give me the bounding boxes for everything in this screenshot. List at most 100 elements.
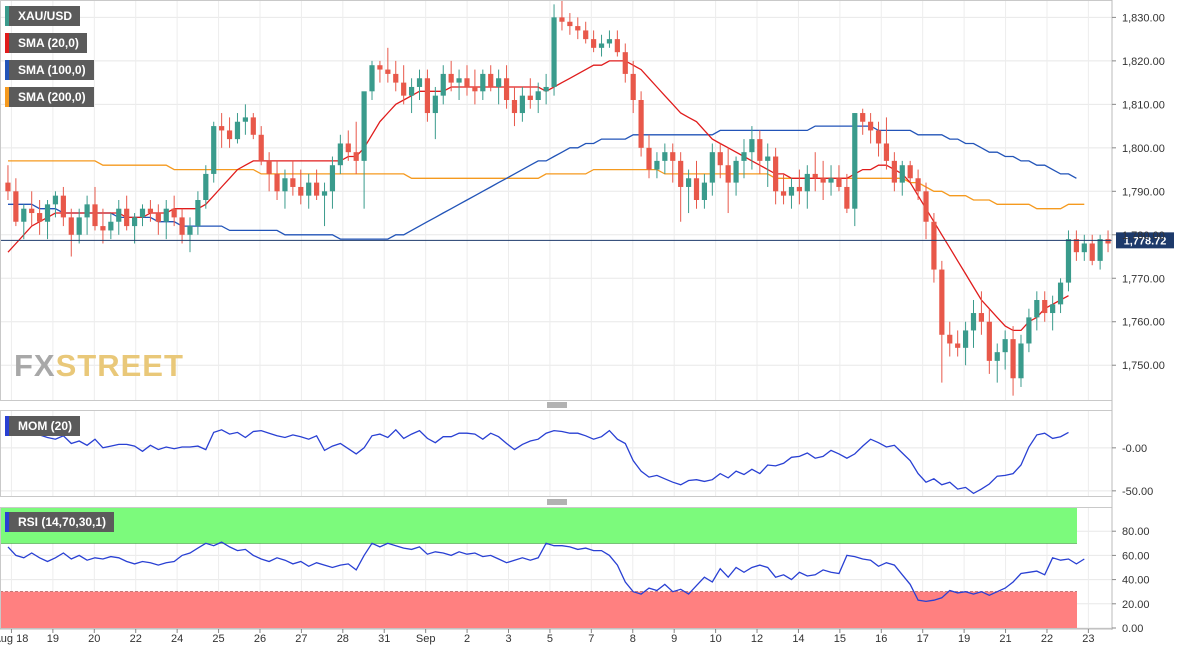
candle-body xyxy=(282,178,288,192)
candle xyxy=(685,169,692,214)
candlesticks xyxy=(5,0,1111,396)
x-tick-label: 20 xyxy=(88,633,100,645)
legend-sma200[interactable]: SMA (200,0) xyxy=(5,87,94,107)
candle-body xyxy=(962,330,969,348)
candle-body xyxy=(84,204,90,218)
y-tick-label: 1,790.00 xyxy=(1122,186,1165,198)
candle-body xyxy=(290,178,296,187)
y-tick-label: 80.00 xyxy=(1122,526,1150,538)
x-tick-label: 23 xyxy=(1082,633,1094,645)
candle-body xyxy=(424,78,431,114)
candle xyxy=(21,204,27,240)
legend-rsi[interactable]: RSI (14,70,30,1) xyxy=(5,512,115,532)
candle-body xyxy=(883,143,890,161)
candle xyxy=(203,165,209,209)
candle xyxy=(408,78,415,114)
y-tick-label: 1,830.00 xyxy=(1122,12,1165,24)
candle-body xyxy=(408,86,415,96)
candle-body xyxy=(13,191,19,222)
candle xyxy=(852,113,858,227)
legend-mom[interactable]: MOM (20) xyxy=(5,416,80,436)
x-tick-label: 2 xyxy=(464,633,470,645)
candle-body xyxy=(598,43,605,48)
candle-body xyxy=(52,195,59,205)
last-price-line: 1,778.72 xyxy=(0,232,1174,249)
candle xyxy=(915,169,921,200)
candle-body xyxy=(226,130,233,140)
candle xyxy=(844,173,850,214)
candle xyxy=(939,260,945,383)
fxstreet-watermark: FXSTREET xyxy=(14,348,184,384)
candle xyxy=(511,86,518,127)
candle-body xyxy=(788,186,795,196)
legend-sma100[interactable]: SMA (100,0) xyxy=(5,60,94,80)
candle xyxy=(131,213,138,244)
candle xyxy=(701,173,708,209)
candle xyxy=(306,173,312,209)
last-price-text: 1,778.72 xyxy=(1124,235,1167,247)
candle xyxy=(757,130,763,174)
candle xyxy=(416,69,423,100)
candle xyxy=(962,321,969,366)
candle-body xyxy=(337,143,343,166)
candle xyxy=(226,117,233,148)
x-tick-label: 16 xyxy=(875,633,887,645)
candle-body xyxy=(575,26,581,31)
candle-body xyxy=(187,226,193,235)
candle-body xyxy=(804,173,810,192)
candle xyxy=(219,113,225,148)
candle xyxy=(84,195,90,235)
candle-body xyxy=(907,165,913,179)
x-tick-label: 10 xyxy=(709,633,721,645)
candle-body xyxy=(250,117,256,135)
candle-body xyxy=(37,213,43,222)
candle xyxy=(187,217,193,253)
candle-body xyxy=(1002,339,1008,353)
candle-body xyxy=(116,208,122,222)
candle xyxy=(535,82,541,114)
candle xyxy=(773,147,779,205)
candle-body xyxy=(219,126,225,131)
candle-body xyxy=(68,217,74,235)
candle xyxy=(377,60,383,83)
y-tick-label: 1,810.00 xyxy=(1122,99,1165,111)
candle-body xyxy=(1042,300,1048,314)
candle-body xyxy=(432,95,438,114)
candle xyxy=(543,73,549,105)
candle-body xyxy=(329,165,336,192)
candle-body xyxy=(986,321,992,361)
candle-body xyxy=(448,73,454,83)
candle xyxy=(614,30,620,57)
candle xyxy=(630,60,636,114)
panel-frames xyxy=(0,0,1113,630)
candle-body xyxy=(543,86,549,92)
candle-body xyxy=(852,113,858,209)
candle-body xyxy=(646,147,652,170)
candle-body xyxy=(1073,239,1079,253)
y-tick-label: 1,800.00 xyxy=(1122,143,1165,155)
candle-body xyxy=(60,195,66,218)
candle-body xyxy=(131,217,138,227)
candle-body xyxy=(780,191,787,196)
rsi-line xyxy=(7,541,1085,603)
panel-resize-handles[interactable] xyxy=(547,402,567,505)
candle-body xyxy=(385,69,391,74)
candle xyxy=(274,160,280,200)
candle xyxy=(1065,230,1072,292)
candle xyxy=(1073,230,1079,261)
candle xyxy=(13,178,19,227)
candle-body xyxy=(298,186,304,196)
candle xyxy=(147,200,154,222)
watermark-fx: FX xyxy=(14,348,56,383)
legend-symbol[interactable]: XAU/USD xyxy=(5,6,81,26)
candle-body xyxy=(757,139,763,161)
legend-sma20[interactable]: SMA (20,0) xyxy=(5,33,87,53)
candle-body xyxy=(583,30,589,40)
candle xyxy=(907,160,913,183)
candle xyxy=(369,60,375,100)
candle xyxy=(393,60,399,92)
sma200-line xyxy=(8,160,1085,210)
candle xyxy=(678,152,684,222)
y-tick-label: 1,820.00 xyxy=(1122,56,1165,68)
